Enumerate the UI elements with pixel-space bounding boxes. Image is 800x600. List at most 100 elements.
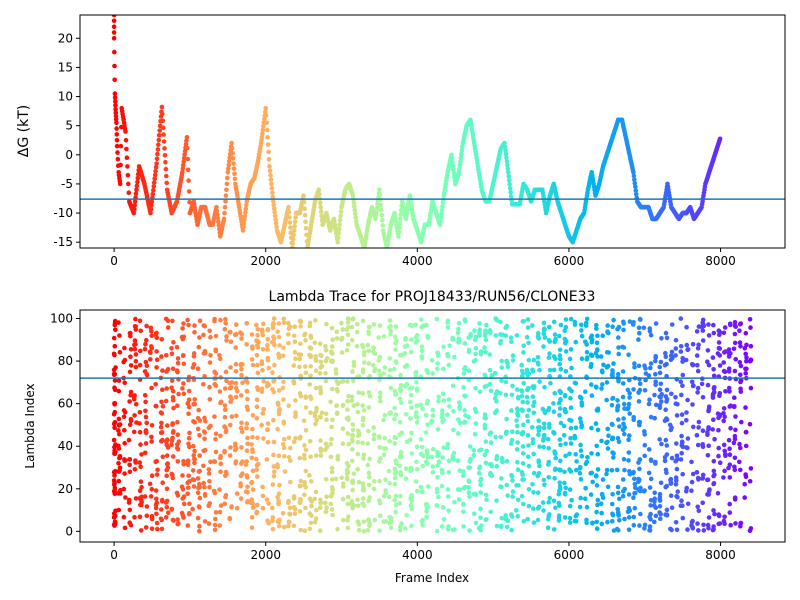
lambda-point (536, 418, 541, 424)
lambda-point (158, 424, 164, 430)
lambda-point (245, 441, 250, 447)
lambda-point (626, 458, 631, 463)
lambda-point (638, 511, 643, 517)
lambda-point (354, 329, 360, 335)
lambda-point (366, 498, 371, 504)
lambda-point (461, 371, 467, 376)
lambda-point (577, 416, 583, 421)
lambda-point (386, 325, 392, 330)
lambda-point (732, 368, 738, 374)
lambda-point (732, 464, 737, 470)
dg-point (726, 0, 731, 2)
dg-point (733, 0, 738, 2)
lambda-point (622, 467, 627, 473)
lambda-point (616, 345, 621, 350)
dg-point (266, 149, 271, 155)
lambda-point (398, 372, 403, 378)
lambda-point (748, 358, 754, 363)
lambda-point (175, 517, 180, 522)
dg-point (160, 118, 166, 124)
dg-point (729, 0, 734, 2)
lambda-point (265, 421, 271, 426)
lambda-point (244, 321, 250, 326)
lambda-point (595, 467, 601, 472)
lambda-point (521, 422, 526, 428)
lambda-point (312, 340, 318, 346)
lambda-point (187, 510, 192, 516)
lambda-point (637, 330, 642, 336)
lambda-point (717, 332, 722, 338)
lambda-point (430, 407, 436, 413)
lambda-point (733, 427, 738, 433)
lambda-point (573, 452, 578, 457)
lambda-point (675, 494, 680, 500)
lambda-point (259, 361, 265, 367)
lambda-point (117, 333, 122, 338)
lambda-point (625, 509, 631, 515)
lambda-point (398, 493, 403, 499)
lambda-point (434, 503, 440, 508)
lambda-point (626, 405, 631, 411)
lambda-point (610, 518, 615, 524)
lambda-point (163, 398, 169, 404)
lambda-point (728, 351, 733, 356)
lambda-point (143, 429, 149, 434)
lambda-point (617, 496, 622, 502)
dg-point (736, 0, 741, 2)
lambda-point (621, 416, 626, 421)
lambda-point (478, 490, 483, 495)
lambda-point (478, 447, 484, 453)
lambda-point (270, 518, 275, 524)
lambda-point (408, 392, 414, 398)
lambda-point (499, 484, 504, 490)
lambda-point (159, 420, 164, 426)
lambda-point (473, 520, 479, 526)
lambda-point (303, 468, 309, 474)
lambda-point (133, 352, 139, 357)
lambda-point (711, 389, 717, 395)
lambda-point (339, 320, 344, 326)
dg-point (180, 166, 186, 172)
lambda-point (642, 363, 647, 369)
lambda-point (207, 328, 212, 334)
lambda-point (611, 455, 616, 460)
dg-point (150, 191, 156, 197)
lambda-point (552, 476, 557, 481)
dg-point (721, 0, 726, 2)
lambda-point (668, 353, 674, 359)
lambda-point (377, 354, 383, 360)
lambda-point (271, 452, 276, 458)
lambda-point (234, 413, 239, 419)
lambda-point (153, 382, 158, 387)
lambda-point (313, 318, 318, 323)
lambda-point (648, 476, 654, 482)
lambda-point (121, 414, 127, 420)
lambda-point (298, 341, 303, 347)
lambda-point (303, 364, 308, 369)
lambda-point (673, 395, 678, 400)
lambda-point (728, 522, 733, 528)
lambda-point (323, 500, 328, 506)
lambda-point (673, 475, 679, 480)
lambda-point (116, 388, 122, 394)
lambda-point (344, 348, 350, 353)
lambda-point (266, 501, 271, 506)
lambda-point (585, 455, 590, 460)
lambda-point (546, 337, 552, 343)
lambda-point (748, 385, 754, 391)
lambda-point (557, 480, 562, 486)
dg-point (216, 219, 221, 225)
lambda-point (601, 362, 606, 368)
lambda-point (281, 379, 286, 385)
lambda-point (227, 380, 233, 386)
lambda-point (504, 431, 509, 436)
lambda-point (706, 526, 711, 531)
lambda-point (249, 455, 254, 461)
lambda-point (657, 495, 663, 500)
dg-point (224, 181, 230, 187)
lambda-point (213, 436, 218, 442)
dg-point (744, 0, 749, 2)
lambda-point (415, 488, 420, 494)
lambda-point (196, 504, 202, 509)
dg-point (725, 0, 730, 2)
